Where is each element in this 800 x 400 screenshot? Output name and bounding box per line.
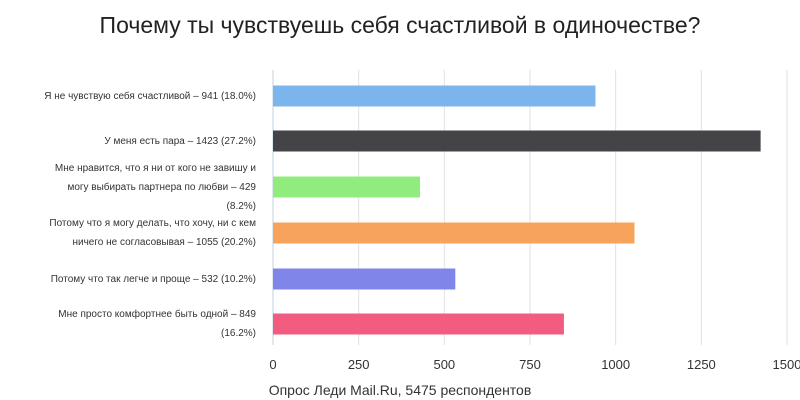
category-label-line: (16.2%) — [220, 328, 256, 339]
category-label-line: Потому что так легче и проще – 532 (10.2… — [50, 273, 256, 285]
x-tick-label: 0 — [269, 357, 276, 372]
category-label: Потому что так легче и проще – 532 (10.2… — [6, 270, 256, 289]
x-tick-label: 1500 — [773, 357, 800, 372]
bar-4[interactable] — [273, 222, 635, 244]
bar-5[interactable] — [273, 268, 456, 290]
category-label: Мне нравится, что я ни от кого не завишу… — [6, 159, 256, 216]
bar-1[interactable] — [273, 85, 596, 107]
x-tick-label: 250 — [348, 357, 370, 372]
category-label: Потому что я могу делать, что хочу, ни с… — [6, 214, 256, 252]
category-label-line: Я не чувствую себя счастливой – 941 (18.… — [44, 90, 256, 102]
category-label-line: могу выбирать партнера по любви – 429 — [67, 181, 256, 193]
bar-2[interactable] — [273, 130, 761, 152]
x-tick-label: 1250 — [687, 357, 716, 372]
category-label-line: Мне просто комфортнее быть одной – 849 — [58, 309, 256, 320]
category-label-line: ничего не согласовывая – 1055 (20.2%) — [72, 237, 256, 248]
category-label: Я не чувствую себя счастливой – 941 (18.… — [6, 87, 256, 106]
x-tick-label: 750 — [519, 357, 541, 372]
x-tick-label: 500 — [433, 357, 455, 372]
bar-6[interactable] — [273, 313, 564, 335]
category-label: У меня есть пара – 1423 (27.2%) — [6, 132, 256, 151]
bar-3[interactable] — [273, 176, 421, 198]
category-label-line: Мне нравится, что я ни от кого не завишу… — [54, 162, 256, 174]
chart-title: Почему ты чувствуешь себя счастливой в о… — [99, 12, 701, 38]
category-label: Мне просто комфортнее быть одной – 849 (1… — [6, 305, 256, 343]
x-axis-label: Опрос Леди Mail.Ru, 5475 респондентов — [268, 382, 532, 398]
category-label-line: (8.2%) — [226, 200, 256, 212]
category-label-line: У меня есть пара – 1423 (27.2%) — [104, 135, 256, 147]
x-tick-label: 1000 — [601, 357, 630, 372]
category-label-line: Потому что я могу делать, что хочу, ни с… — [49, 218, 256, 229]
